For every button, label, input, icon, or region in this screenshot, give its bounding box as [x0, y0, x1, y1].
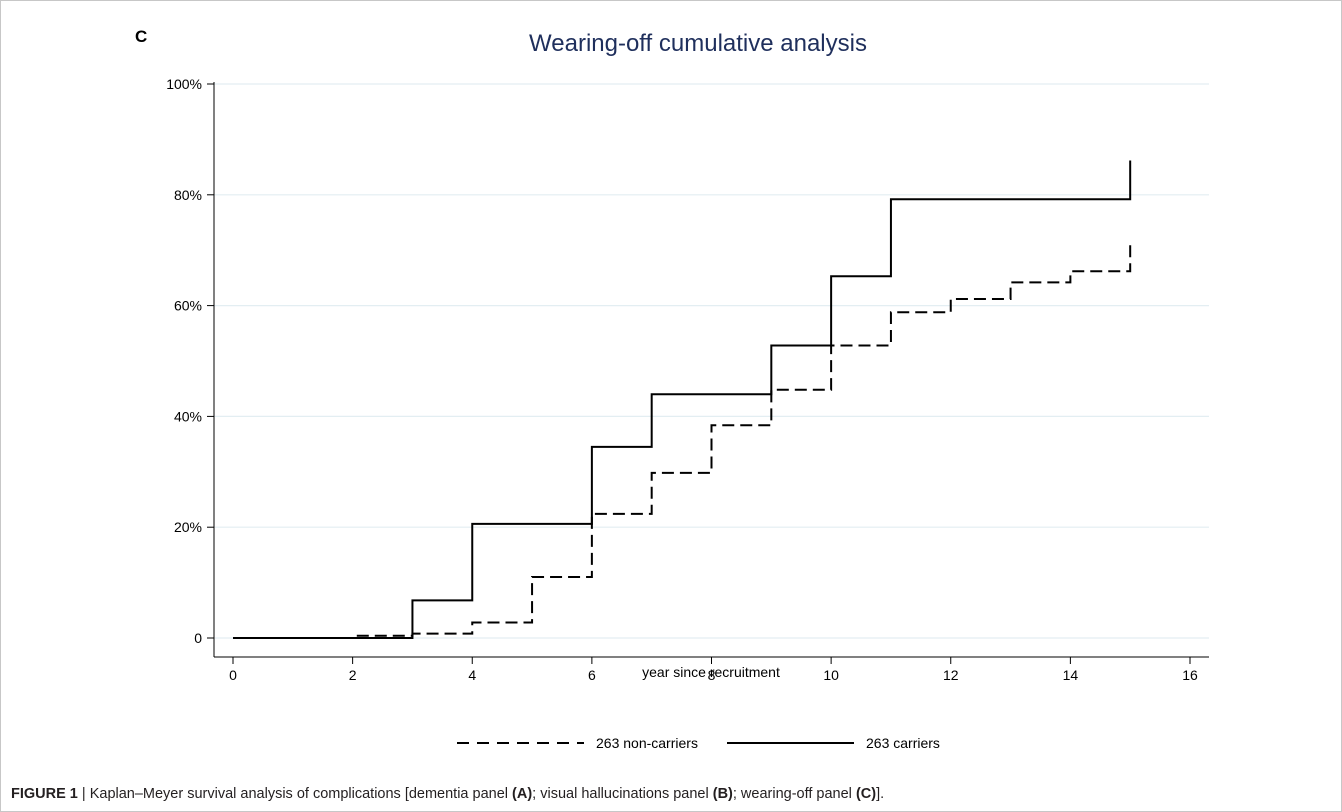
figure-caption: FIGURE 1 | Kaplan–Meyer survival analysi…: [11, 786, 884, 802]
caption-separator: |: [77, 786, 90, 802]
y-tick-label-5: 100%: [166, 76, 202, 92]
axes: 0 20% 40% 60% 80% 100% 0 2 4 6 8 10 12 14 16: [166, 76, 1209, 683]
x-axis-label: year since recruitment: [642, 664, 780, 680]
x-tick-label-4: 8: [708, 667, 716, 683]
y-tick-label-0: 0: [194, 630, 202, 646]
chart-title: Wearing-off cumulative analysis: [529, 30, 867, 57]
y-tick-label-4: 80%: [174, 187, 202, 203]
y-tick-label-3: 60%: [174, 298, 202, 314]
series-line-1: [233, 160, 1132, 639]
legend: 263 non-carriers 263 carriers: [457, 735, 940, 751]
series-lines: [233, 160, 1132, 639]
caption-text-3: ; wearing-off panel: [732, 786, 856, 802]
series-line-0: [233, 241, 1132, 639]
x-tick-label-7: 14: [1063, 667, 1079, 683]
y-tick-label-1: 20%: [174, 519, 202, 535]
y-tick-label-2: 40%: [174, 408, 202, 424]
caption-panel-b: (B): [712, 786, 733, 802]
x-tick-label-6: 12: [943, 667, 959, 683]
x-tick-label-5: 10: [823, 667, 839, 683]
caption-text-2: ; visual hallucinations panel: [532, 786, 713, 802]
x-tick-label-1: 2: [349, 667, 357, 683]
legend-label-0: 263 non-carriers: [596, 735, 698, 751]
caption-text-4: ].: [876, 786, 885, 802]
x-tick-label-0: 0: [229, 667, 237, 683]
caption-panel-c: (C): [855, 786, 877, 802]
x-tick-label-3: 6: [588, 667, 596, 683]
caption-figure-label: FIGURE 1: [11, 786, 78, 802]
x-tick-label-8: 16: [1182, 667, 1198, 683]
x-tick-label-2: 4: [468, 667, 476, 683]
caption-text-1: Kaplan–Meyer survival analysis of compli…: [89, 786, 513, 802]
legend-label-1: 263 carriers: [866, 735, 940, 751]
caption-panel-a: (A): [512, 786, 533, 802]
grid-lines: [214, 83, 1209, 639]
panel-label: C: [135, 27, 147, 46]
